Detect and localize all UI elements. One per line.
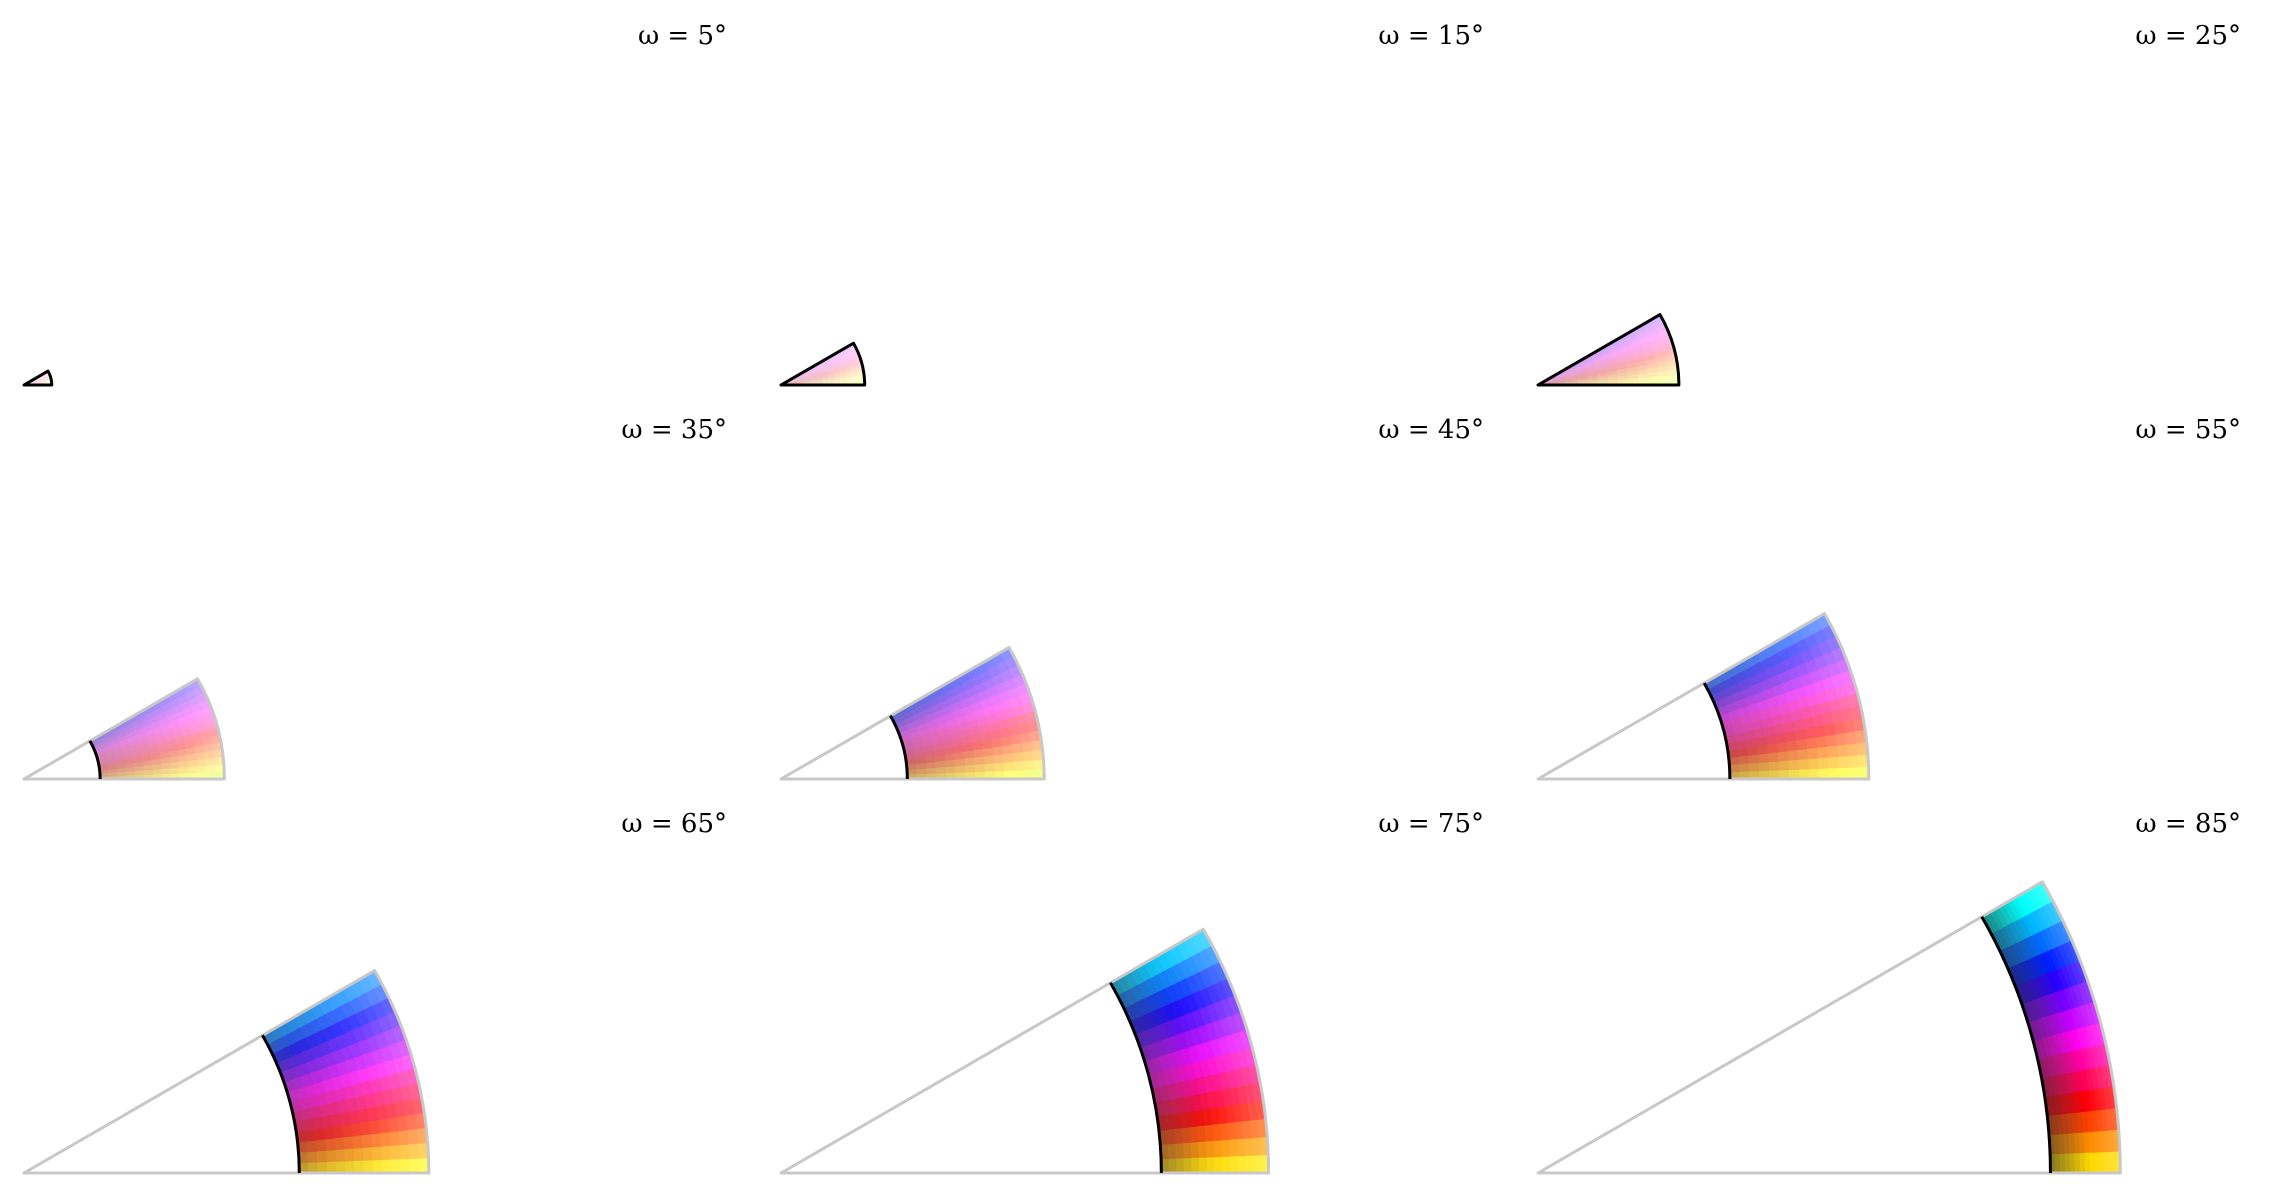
panel-omega-55: ω = 55° xyxy=(1536,415,2241,781)
panel-omega-35: ω = 35° xyxy=(22,415,727,781)
panel-omega-15: ω = 15° xyxy=(779,21,1484,387)
panel-label: ω = 85° xyxy=(2135,809,2241,839)
panel-omega-5: ω = 5° xyxy=(22,21,727,387)
panel-label: ω = 65° xyxy=(621,809,727,839)
sector-outline xyxy=(779,341,867,387)
color-key-fill xyxy=(261,970,430,1174)
panel-label: ω = 35° xyxy=(621,415,727,445)
panel-omega-75: ω = 75° xyxy=(779,809,1484,1175)
sector-outline xyxy=(22,969,431,1175)
panel-omega-25: ω = 25° xyxy=(1536,21,2241,387)
sector-outline xyxy=(1536,880,2122,1175)
panel-label: ω = 5° xyxy=(638,21,727,51)
sector-outline xyxy=(779,927,1271,1175)
sector-outline xyxy=(779,645,1046,781)
sector-outline xyxy=(1536,612,1871,781)
color-key-fill xyxy=(1537,314,1680,386)
color-key-fill xyxy=(1109,928,1270,1174)
color-key-fill xyxy=(1981,881,2121,1174)
panel-omega-65: ω = 65° xyxy=(22,809,727,1175)
panel-label: ω = 45° xyxy=(1378,415,1484,445)
sector-outline xyxy=(22,677,226,781)
panel-label: ω = 55° xyxy=(2135,415,2241,445)
color-key-fill xyxy=(889,646,1045,780)
sector-outline xyxy=(22,369,54,387)
panel-label: ω = 25° xyxy=(2135,21,2241,51)
panel-label: ω = 15° xyxy=(1378,21,1484,51)
panel-label: ω = 75° xyxy=(1378,809,1484,839)
sector-outline xyxy=(1536,313,1681,387)
panel-omega-45: ω = 45° xyxy=(779,415,1484,781)
color-key-fill xyxy=(89,678,225,780)
panel-omega-85: ω = 85° xyxy=(1536,809,2241,1175)
panel-grid: ω = 5° ω = 15° ω = 25° ω = 35° ω = 45° ω = 55… xyxy=(22,21,2241,1175)
